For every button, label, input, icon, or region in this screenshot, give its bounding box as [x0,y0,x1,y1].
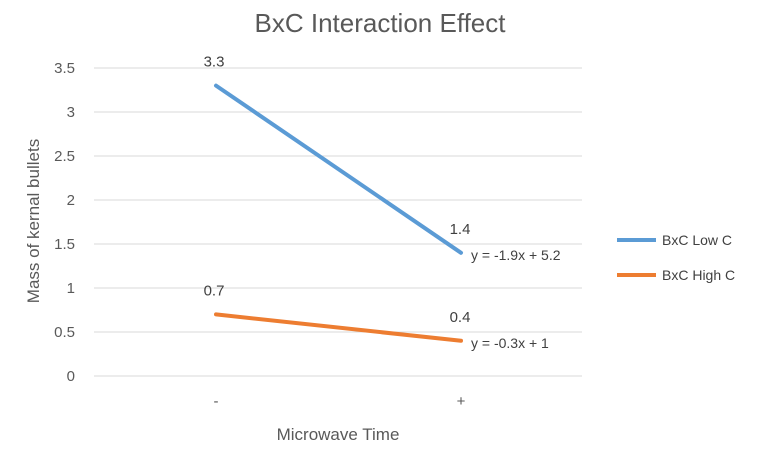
gridlines [94,67,582,377]
y-tick-label: 2 [67,192,75,209]
legend-label: BxC High C [662,267,735,283]
data-labels: 3.3 1.4y = -1.9x + 5.2 0.7 0.4y = -0.3x + 1 [204,54,561,351]
y-tick-label: 2.5 [54,148,75,165]
data-label: 1.4 [450,221,471,238]
series-line [214,83,463,255]
data-label: 0.4 [450,309,471,326]
data-label: 3.3 [204,54,225,71]
legend: BxC Low C BxC High C [617,232,735,283]
legend-label: BxC Low C [662,232,732,248]
x-axis-title: Microwave Time [277,425,400,444]
y-tick-label: 1 [67,280,75,297]
x-axis-ticks: - + [214,393,466,410]
data-label: 0.7 [204,282,225,299]
y-tick-label: 0 [67,368,75,385]
x-tick-label: - [214,393,219,410]
y-tick-label: 0.5 [54,324,75,341]
trendline-equation: y = -1.9x + 5.2 [471,247,561,263]
y-axis-title: Mass of kernal bullets [24,139,43,303]
y-tick-label: 1.5 [54,236,75,253]
series-lines [214,83,463,343]
chart-title: BxC Interaction Effect [255,8,507,38]
series-line [214,312,463,343]
y-tick-label: 3.5 [54,60,75,77]
y-tick-label: 3 [67,104,75,121]
y-axis-ticks: 0 0.5 1 1.5 2 2.5 3 3.5 [54,60,75,385]
x-tick-label: + [457,393,466,410]
trendline-equation: y = -0.3x + 1 [471,335,549,351]
